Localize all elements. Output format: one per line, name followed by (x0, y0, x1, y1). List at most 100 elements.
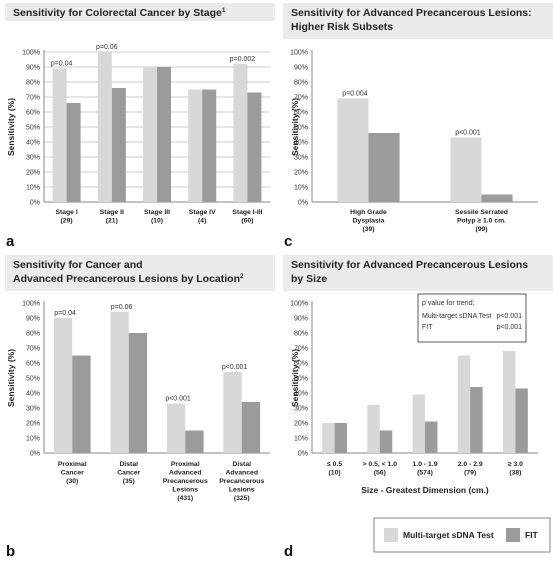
x-axis-label: Size - Greatest Dimension (cm.) (361, 485, 489, 495)
y-tick-label: 30% (294, 406, 308, 413)
x-category-label: 2.0 - 2.9 (458, 461, 483, 468)
chart-panel-b: Sensitivity for Cancer and Advanced Preca… (5, 255, 275, 560)
bar-fit (470, 387, 483, 453)
y-tick-label: 20% (294, 170, 308, 177)
y-tick-label: 90% (294, 65, 308, 72)
bar-fit (379, 430, 393, 453)
x-category-label: (99) (475, 226, 487, 233)
x-category-label: Sessile Serrated (455, 209, 508, 216)
bar-fit (72, 355, 91, 453)
y-tick-label: 70% (26, 95, 40, 102)
chart-title-line: Sensitivity for Colorectal Cancer by Sta… (13, 7, 226, 19)
x-category-label: Stage I (55, 209, 77, 216)
chart-title-line: Sensitivity for Cancer and (13, 259, 143, 271)
x-category-label: Cancer (61, 470, 84, 477)
x-category-label: (60) (241, 218, 253, 225)
chart-title-line: Advanced Precancerous Lesions by Locatio… (13, 273, 244, 285)
panel-letter: d (284, 543, 293, 560)
bar-fit (515, 388, 528, 453)
x-category-label: (21) (106, 218, 118, 225)
y-tick-label: 100% (22, 50, 40, 57)
chart-panel-a: Sensitivity for Colorectal Cancer by Sta… (5, 3, 275, 250)
y-tick-label: 60% (294, 110, 308, 117)
y-tick-label: 10% (294, 436, 308, 443)
bar-fit (334, 423, 348, 453)
x-category-label: Stage II (100, 209, 124, 216)
trend-box (417, 293, 527, 343)
x-category-label: ≤ 0.5 (327, 461, 342, 468)
x-category-label: (431) (177, 495, 193, 502)
x-category-label: (29) (61, 218, 73, 225)
y-tick-label: 40% (294, 140, 308, 147)
y-tick-label: 10% (26, 436, 40, 443)
x-category-label: (39) (362, 226, 374, 233)
legend-swatch-fit (506, 528, 520, 542)
x-category-label: (4) (198, 218, 206, 225)
trend-row-value: p<0.001 (497, 324, 523, 331)
y-tick-label: 20% (294, 421, 308, 428)
x-category-label: (56) (374, 470, 386, 477)
legend-label-mt-sdna: Multi-target sDNA Test (403, 530, 494, 540)
y-tick-label: 90% (294, 316, 308, 323)
bar-fit (368, 133, 400, 202)
chart-title-superscript: 2 (240, 273, 244, 280)
x-category-label: Advanced (226, 470, 258, 477)
x-category-label: Precancerous (219, 478, 264, 485)
y-tick-label: 60% (26, 361, 40, 368)
bar-mt-sdna (233, 64, 248, 202)
bar-mt-sdna (53, 318, 73, 453)
y-tick-label: 70% (294, 95, 308, 102)
y-tick-label: 70% (26, 346, 40, 353)
y-axis-label: Sensitivity (%) (6, 98, 16, 156)
x-category-label: Distal (232, 461, 251, 468)
x-category-label: ≥ 3.0 (508, 461, 523, 468)
chart-panel-c: Sensitivity for Advanced Precancerous Le… (283, 3, 553, 250)
y-tick-label: 50% (294, 376, 308, 383)
legend-label-fit: FIT (525, 530, 539, 540)
p-value-label: p=0.04 (54, 310, 76, 317)
x-category-label: (574) (417, 470, 433, 477)
x-category-label: (38) (509, 470, 521, 477)
p-value-label: p<0.001 (222, 364, 248, 371)
y-tick-label: 20% (26, 421, 40, 428)
p-value-label: p<0.001 (455, 130, 481, 137)
y-tick-label: 100% (290, 301, 308, 308)
p-value-label: p<0.001 (165, 396, 191, 403)
bar-mt-sdna (450, 137, 482, 202)
trend-row-value: p<0.001 (497, 313, 523, 320)
p-value-label: p=0.04 (51, 61, 73, 68)
y-tick-label: 90% (26, 65, 40, 72)
x-category-label: Cancer (117, 470, 140, 477)
x-category-label: (30) (66, 478, 78, 485)
bar-fit (425, 421, 438, 453)
bar-mt-sdna (110, 312, 129, 453)
bar-mt-sdna (52, 68, 67, 202)
y-axis-label: Sensitivity (%) (290, 98, 300, 156)
y-tick-label: 50% (294, 125, 308, 132)
bar-mt-sdna (322, 423, 335, 453)
chart-title-box (283, 3, 553, 39)
bar-fit (202, 89, 217, 202)
y-tick-label: 40% (26, 140, 40, 147)
bar-mt-sdna (188, 89, 203, 202)
bar-fit (111, 88, 126, 202)
y-tick-label: 80% (26, 80, 40, 87)
x-category-label: Precancerous (163, 478, 208, 485)
bar-fit (481, 194, 513, 202)
x-category-label: High Grade (350, 209, 387, 216)
bar-mt-sdna (367, 405, 380, 453)
y-tick-label: 80% (26, 331, 40, 338)
panel-letter: c (284, 233, 292, 250)
y-axis-label: Sensitivity (%) (290, 349, 300, 407)
bar-fit (247, 92, 262, 202)
y-tick-label: 30% (26, 155, 40, 162)
y-axis-label: Sensitivity (%) (6, 349, 16, 407)
y-tick-label: 70% (294, 346, 308, 353)
bar-mt-sdna (502, 351, 516, 453)
bar-mt-sdna (337, 98, 369, 202)
bar-fit (241, 402, 261, 453)
bar-mt-sdna (166, 403, 186, 453)
y-tick-label: 30% (26, 406, 40, 413)
bar-fit (157, 67, 172, 202)
bar-mt-sdna (223, 372, 242, 453)
